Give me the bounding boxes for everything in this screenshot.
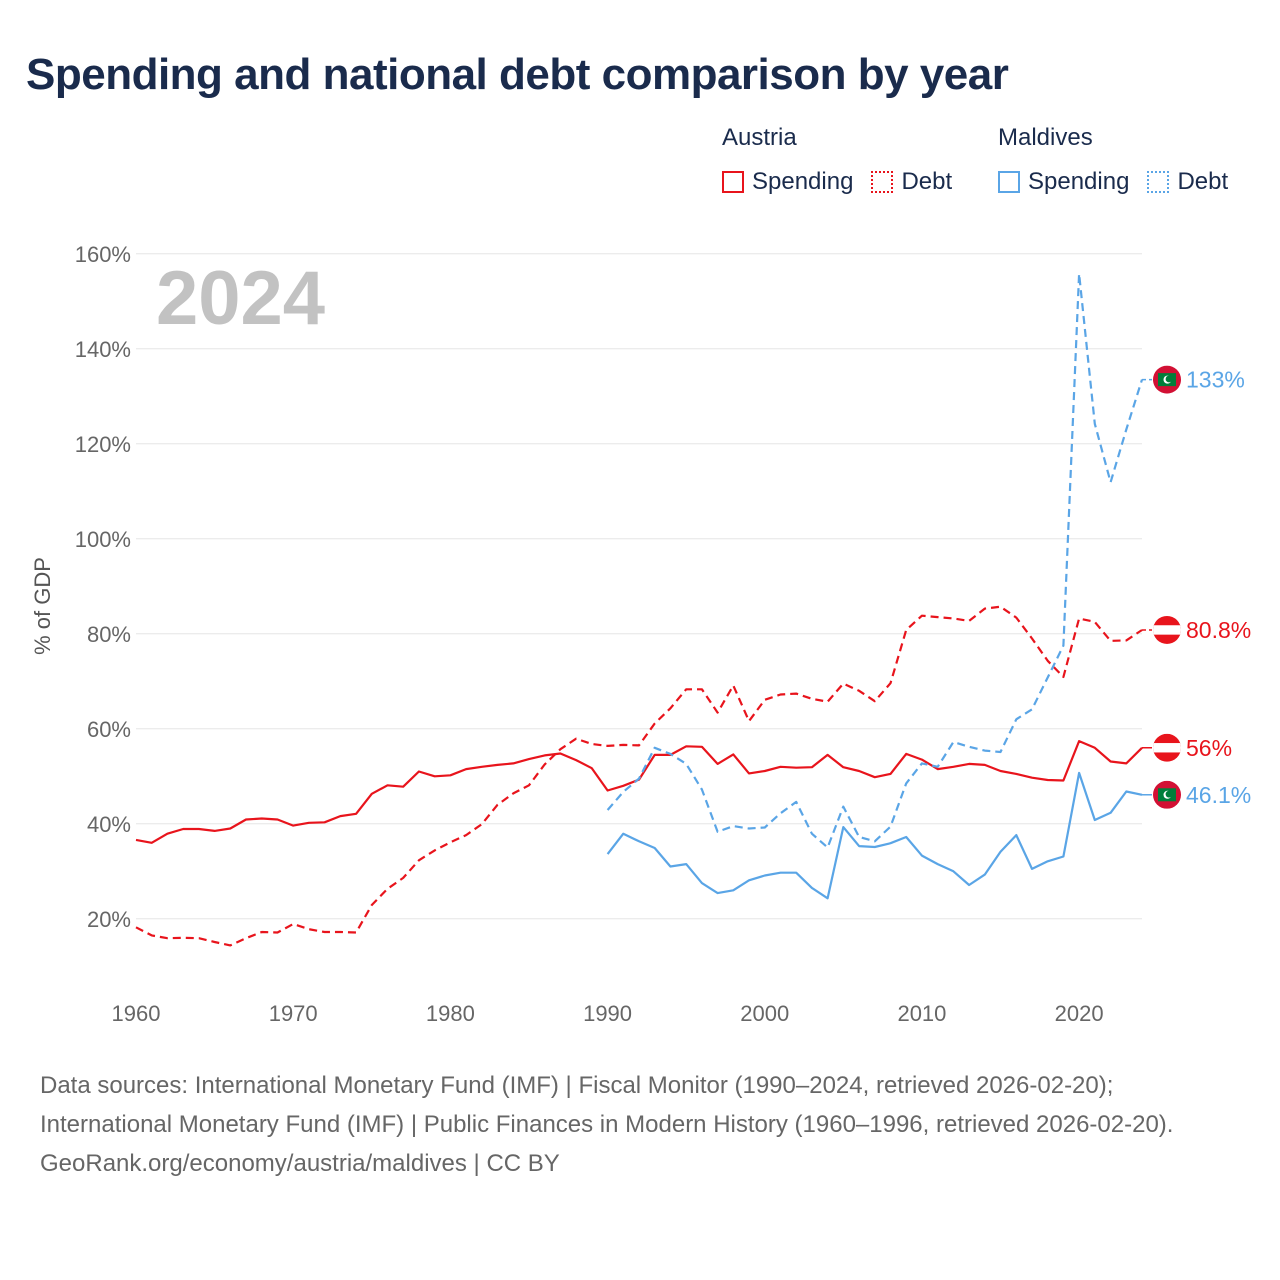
x-tick-label: 2020 <box>1055 1001 1104 1026</box>
x-tick-label: 2010 <box>897 1001 946 1026</box>
legend-austria-debt[interactable]: Debt <box>871 168 952 196</box>
legend-heading-maldives: Maldives <box>998 124 1093 151</box>
legend-austria-spending[interactable]: Spending <box>722 168 853 196</box>
line-chart: 2024 % of GDP 20% 40% 60% 80% 100% 120% 140% 16… <box>30 242 1251 1026</box>
y-tick-label: 100% <box>75 527 131 552</box>
x-tick-label: 1990 <box>583 1001 632 1026</box>
legend-label-maldives-spending: Spending <box>1028 168 1130 195</box>
year-watermark: 2024 <box>156 256 325 341</box>
x-tick-label: 2000 <box>740 1001 789 1026</box>
legend-label-austria-debt: Debt <box>901 168 953 195</box>
legend-maldives-debt[interactable]: Debt <box>1147 168 1228 196</box>
legend-maldives: Maldives Spending Debt <box>998 124 1246 196</box>
footer: Data sources: International Monetary Fun… <box>40 1066 1240 1183</box>
end-label-austria-debt: 80.8% <box>1186 617 1251 643</box>
series-line-austria-debt[interactable] <box>135 605 1143 947</box>
legend-heading-austria: Austria <box>722 124 797 151</box>
austria-flag-icon <box>1153 615 1181 644</box>
source-note: Data sources: International Monetary Fun… <box>40 1072 1174 1138</box>
end-label-austria-spending: 56% <box>1186 735 1232 761</box>
legend-label-austria-spending: Spending <box>752 168 854 195</box>
legend-label-maldives-debt: Debt <box>1177 168 1229 195</box>
y-tick-label: 60% <box>87 717 131 742</box>
series-line-maldives-debt[interactable] <box>606 272 1144 849</box>
series-line-maldives-spending[interactable] <box>606 771 1143 900</box>
y-tick-label: 80% <box>87 622 131 647</box>
legend-swatch-austria-debt <box>871 171 894 193</box>
y-tick-label: 20% <box>87 907 131 932</box>
y-tick-label: 160% <box>75 242 131 267</box>
x-tick-label: 1960 <box>112 1001 161 1026</box>
legend-maldives-spending[interactable]: Spending <box>998 168 1129 196</box>
series-line-austria-spending[interactable] <box>135 740 1143 844</box>
legend-swatch-maldives-spending <box>998 171 1020 193</box>
legend-swatch-maldives-debt <box>1147 171 1170 193</box>
y-tick-label: 120% <box>75 432 131 457</box>
end-label-maldives-spending: 46.1% <box>1186 782 1251 808</box>
legend-swatch-austria-spending <box>722 171 744 193</box>
maldives-flag-icon <box>1153 780 1181 809</box>
y-tick-label: 140% <box>75 337 131 362</box>
end-label-maldives-debt: 133% <box>1186 367 1245 393</box>
austria-flag-icon <box>1153 733 1181 762</box>
legend-austria: Austria Spending Debt <box>722 124 970 196</box>
x-tick-label: 1970 <box>269 1001 318 1026</box>
x-tick-label: 1980 <box>426 1001 475 1026</box>
y-axis-title: % of GDP <box>30 557 55 655</box>
chart-title: Spending and national debt comparison by… <box>26 50 1009 99</box>
maldives-flag-icon <box>1153 365 1181 394</box>
y-tick-label: 40% <box>87 812 131 837</box>
credit-link[interactable]: GeoRank.org/economy/austria/maldives | C… <box>40 1150 560 1177</box>
